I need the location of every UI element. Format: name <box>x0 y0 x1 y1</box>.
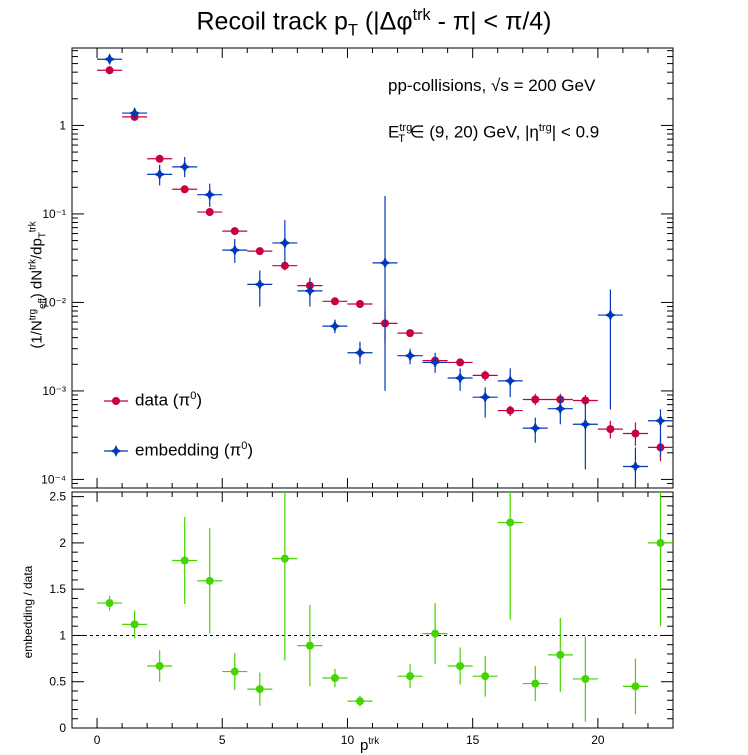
ratio-point <box>130 620 139 629</box>
x-tick-label: 20 <box>591 733 605 747</box>
embedding-point <box>278 237 291 249</box>
embedding-point <box>354 346 366 359</box>
embedding-point <box>328 320 341 333</box>
ratio-plot-frame: 0 5 10 15 20 0 0.5 1 1.5 2 2.5 <box>49 490 674 747</box>
embedding-point <box>479 391 492 404</box>
ratio-point <box>330 674 339 683</box>
embedding-point <box>203 188 216 201</box>
data-point <box>205 208 214 217</box>
embedding-point <box>128 107 141 120</box>
ratio-plot-border <box>71 491 674 729</box>
y-tick-label-top: 1 <box>59 118 66 132</box>
legend-data-marker <box>112 397 120 405</box>
ratio-point <box>406 672 415 681</box>
embedding-point <box>103 53 116 66</box>
y-tick-label-top: 10⁻² <box>42 295 66 309</box>
data-point <box>406 329 415 338</box>
embedding-point <box>504 374 517 387</box>
data-point <box>180 185 189 194</box>
ratio-point <box>581 674 590 683</box>
trigger-annotation: EtrgT ∈ (9, 20) GeV, |ηtrg| < 0.9 <box>388 122 600 146</box>
embedding-point <box>153 168 166 181</box>
x-tick-label: 15 <box>466 733 480 747</box>
y-tick-label-top: 10⁻¹ <box>42 207 66 221</box>
data-point <box>606 425 615 434</box>
embedding-point <box>379 256 391 269</box>
x-tick-label: 10 <box>341 733 355 747</box>
x-tick-label: 5 <box>219 733 226 747</box>
y-tick-label-top: 10⁻³ <box>42 384 66 398</box>
data-point <box>105 66 114 75</box>
ratio-point <box>556 650 565 659</box>
embedding-point <box>228 244 241 257</box>
top-plot-border <box>71 47 674 489</box>
chart-title: Recoil track pT (|Δφtrk - π| < π/4) <box>196 6 552 40</box>
x-axis-label: ptrk <box>360 736 380 754</box>
data-point <box>230 227 239 236</box>
chart-marks <box>97 53 673 722</box>
data-point <box>255 247 264 256</box>
embedding-point <box>454 372 467 384</box>
y-tick-label-bottom: 1.5 <box>49 582 66 596</box>
ratio-point <box>105 599 114 608</box>
ratio-point <box>155 661 164 670</box>
data-point <box>481 371 490 380</box>
y-tick-label-bottom: 0.5 <box>49 675 66 689</box>
y-tick-label-bottom: 0 <box>59 721 66 735</box>
embedding-point <box>629 460 642 473</box>
y-axis-label-top: (1/Ntrgeff) dNtrk/dpTtrk <box>27 221 49 349</box>
y-tick-label-top: 10⁻⁴ <box>41 472 66 486</box>
data-point <box>631 429 640 438</box>
embedding-point <box>654 414 667 427</box>
data-point <box>155 154 164 163</box>
ratio-point <box>305 641 314 650</box>
y-tick-label-bottom: 2 <box>59 536 66 550</box>
ratio-point <box>280 554 289 563</box>
collision-annotation: pp-collisions, √s = 200 GeV <box>388 76 596 95</box>
ratio-point <box>531 679 540 688</box>
top-plot-frame: 10⁻⁴ 10⁻³ 10⁻² 10⁻¹ 1 <box>41 47 674 489</box>
embedding-point <box>303 284 316 297</box>
ratio-point <box>506 518 515 527</box>
embedding-point <box>529 422 542 435</box>
data-point <box>581 396 590 405</box>
ratio-point <box>255 685 264 694</box>
data-point <box>280 261 289 270</box>
data-point <box>531 395 540 404</box>
y-axis-label-ratio: embedding / data <box>21 565 35 659</box>
embedding-point <box>579 418 592 431</box>
data-point <box>506 406 515 415</box>
ratio-point <box>431 629 440 638</box>
y-tick-label-bottom: 1 <box>59 628 66 642</box>
embedding-point <box>253 278 266 291</box>
embedding-point <box>429 356 442 369</box>
ratio-point <box>205 576 214 585</box>
data-point <box>330 297 339 306</box>
embedding-point <box>178 160 191 173</box>
embedding-point <box>404 349 417 362</box>
ratio-point <box>230 667 239 676</box>
ratio-point <box>456 661 465 670</box>
legend-data-label: data (π0) <box>135 390 203 410</box>
embedding-point <box>554 402 567 415</box>
legend-embedding-marker <box>110 445 122 457</box>
ratio-point <box>481 672 490 681</box>
data-point <box>456 358 465 367</box>
ratio-point <box>631 682 640 691</box>
data-point <box>355 300 364 309</box>
y-tick-label-bottom: 2.5 <box>49 490 66 504</box>
embedding-point <box>604 309 617 322</box>
x-tick-label: 0 <box>94 733 101 747</box>
ratio-point <box>355 697 364 706</box>
ratio-point <box>180 556 189 565</box>
ratio-point <box>656 538 665 547</box>
legend-embedding-label: embedding (π0) <box>135 440 254 460</box>
